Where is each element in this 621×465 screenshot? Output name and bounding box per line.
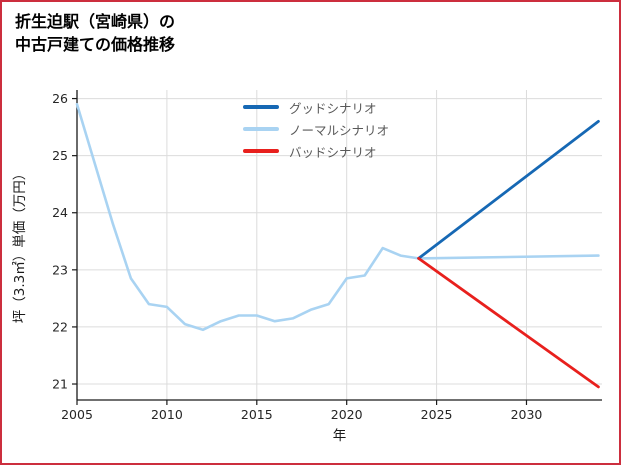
x-tick-label: 2030 [511, 407, 543, 422]
y-tick-label: 21 [52, 377, 68, 392]
x-axis-label: 年 [333, 428, 347, 444]
legend-line-bad-scenario [243, 149, 279, 153]
x-tick-label: 2005 [61, 407, 93, 422]
series-line-bad-scenario [417, 256, 600, 389]
x-tick-label: 2015 [241, 407, 273, 422]
legend-line-normal-scenario [243, 127, 279, 131]
series-line-normal-scenario [75, 103, 600, 332]
x-tick-label: 2025 [421, 407, 453, 422]
x-tick-label: 2010 [151, 407, 183, 422]
y-tick-label: 23 [52, 262, 68, 277]
chart-legend: グッドシナリオ ノーマルシナリオ バッドシナリオ [243, 96, 389, 162]
legend-item-good-scenario: グッドシナリオ [243, 96, 389, 118]
gridlines [76, 90, 602, 400]
legend-item-bad-scenario: バッドシナリオ [243, 140, 389, 162]
legend-line-good-scenario [243, 105, 279, 109]
y-tick-label: 26 [52, 91, 68, 106]
y-tick-label: 25 [52, 148, 68, 163]
x-tick-label: 2020 [331, 407, 363, 422]
page-title-line2: 中古戸建ての価格推移 [15, 35, 176, 55]
legend-label-good-scenario: グッドシナリオ [289, 100, 377, 116]
series-line-good-scenario [417, 120, 600, 260]
legend-label-normal-scenario: ノーマルシナリオ [289, 122, 390, 138]
y-tick-label: 22 [52, 319, 68, 334]
y-tick-label: 24 [52, 205, 68, 220]
legend-label-bad-scenario: バッドシナリオ [289, 144, 377, 160]
page-title: 折生迫駅（宮崎県）の 中古戸建ての価格推移 [15, 10, 175, 56]
page-title-line1: 折生迫駅（宮崎県）の [15, 12, 176, 31]
legend-item-normal-scenario: ノーマルシナリオ [243, 118, 389, 140]
y-axis-label: 坪（3.3㎡）単価（万円） [12, 167, 28, 323]
axes: 2005 2010 2015 2020 2025 2030 21 22 23 24 25 26 [52, 90, 602, 422]
